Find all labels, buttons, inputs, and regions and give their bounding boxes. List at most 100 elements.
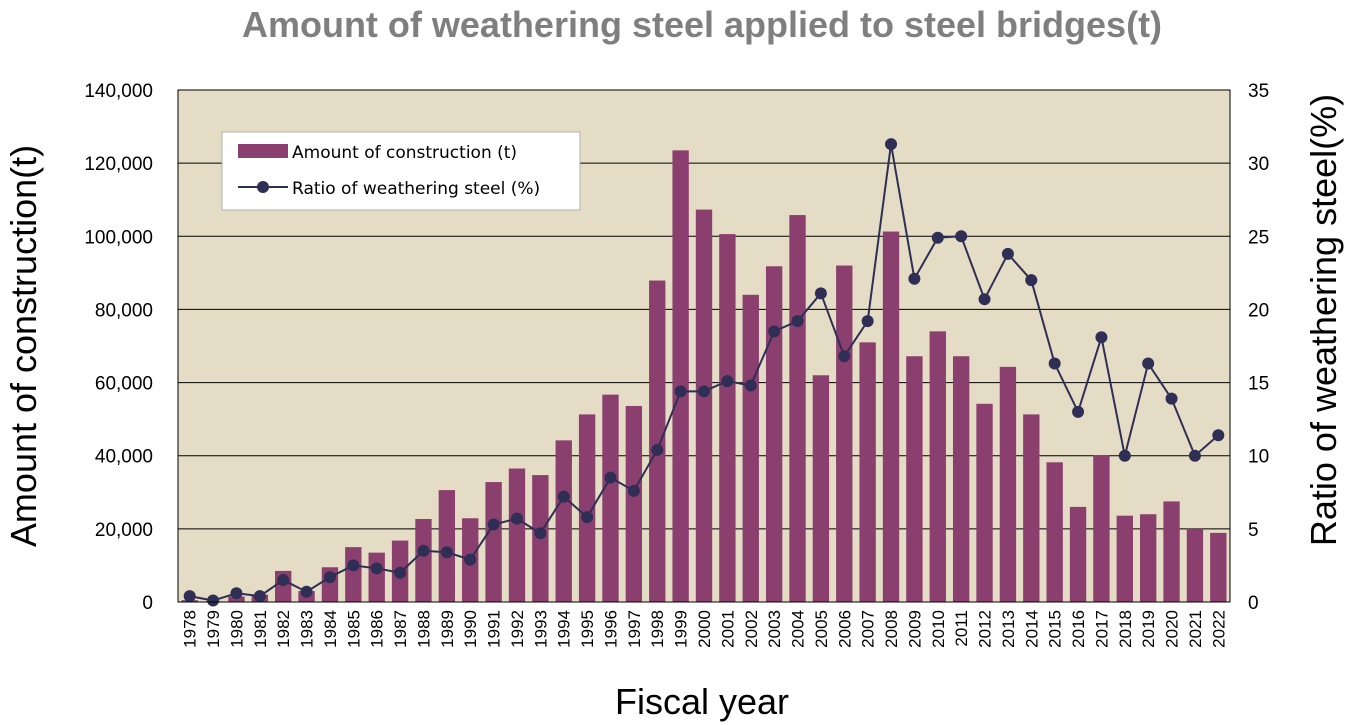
- legend: Amount of construction (t) Ratio of weat…: [221, 131, 581, 211]
- x-tick-label: 1980: [227, 610, 246, 648]
- bar: [578, 414, 596, 602]
- x-tick-label: 1989: [438, 610, 457, 648]
- x-tick-label: 1987: [391, 610, 410, 648]
- data-point: [300, 585, 313, 598]
- x-tick-label: 2014: [1022, 610, 1041, 648]
- data-point: [1025, 274, 1038, 287]
- chart-title: Amount of weathering steel applied to st…: [242, 4, 1162, 45]
- x-tick-label: 2011: [952, 610, 971, 647]
- y-axis-title: Amount of construction(t): [3, 145, 44, 547]
- x-tick-label: 1992: [508, 610, 527, 648]
- x-tick-label: 2012: [976, 610, 995, 648]
- x-tick-label: 2002: [742, 610, 761, 648]
- bar: [672, 150, 689, 603]
- y2-tick-label: 10: [1248, 447, 1269, 468]
- bar: [929, 331, 946, 602]
- bar: [859, 342, 876, 602]
- legend-line-marker: [257, 181, 269, 193]
- data-point: [1001, 247, 1014, 260]
- legend-bar-label: Amount of construction (t): [292, 143, 517, 163]
- data-point: [1095, 331, 1108, 344]
- y-tick-label: 60,000: [95, 374, 153, 395]
- data-point: [1142, 357, 1155, 370]
- x-tick-label: 2003: [765, 610, 784, 648]
- data-point: [744, 379, 757, 392]
- x-tick-label: 1982: [274, 610, 293, 648]
- bar: [1069, 506, 1087, 602]
- y-tick-label: 20,000: [95, 520, 153, 541]
- data-point: [1048, 357, 1061, 370]
- x-tick-label: 1978: [181, 610, 200, 648]
- x-tick-label: 2008: [882, 610, 901, 648]
- data-point: [791, 315, 804, 328]
- legend-line-label: Ratio of weathering steel (%): [292, 179, 540, 199]
- x-tick-label: 2000: [695, 610, 714, 648]
- y2-tick-label: 30: [1248, 154, 1269, 175]
- y2-tick-label: 35: [1248, 81, 1269, 102]
- x-tick-label: 2021: [1186, 610, 1205, 648]
- x-tick-label: 1988: [414, 610, 433, 648]
- y2-tick-label: 15: [1248, 374, 1269, 395]
- line-series: [183, 138, 1225, 607]
- data-point: [440, 546, 453, 559]
- y-tick-label: 80,000: [95, 300, 153, 321]
- bar: [649, 280, 666, 602]
- x-tick-label: 2019: [1139, 610, 1158, 648]
- data-point: [674, 385, 687, 398]
- bar: [882, 231, 900, 602]
- data-point: [1212, 429, 1225, 442]
- bar: [976, 403, 993, 602]
- bar: [345, 547, 362, 602]
- data-point: [277, 574, 290, 587]
- bar: [415, 518, 432, 602]
- x-tick-label: 2009: [905, 610, 924, 648]
- data-point: [861, 315, 874, 328]
- y2-tick-label: 5: [1248, 520, 1259, 541]
- x-tick-label: 1979: [204, 610, 223, 648]
- x-tick-label: 1985: [344, 610, 363, 648]
- data-point: [394, 566, 407, 579]
- data-point: [1188, 449, 1201, 462]
- x-tick-label: 2016: [1069, 610, 1088, 648]
- x-tick-label: 2010: [929, 610, 948, 648]
- bar: [695, 209, 713, 603]
- bar: [1093, 454, 1110, 602]
- bar: [1046, 462, 1063, 602]
- bar: [836, 265, 853, 602]
- bar-series: [181, 150, 1227, 603]
- data-point: [1118, 449, 1131, 462]
- x-tick-label: 2013: [999, 610, 1018, 648]
- x-tick-label: 2007: [859, 610, 878, 648]
- bar: [1210, 532, 1227, 602]
- x-tick-label: 2020: [1163, 610, 1182, 648]
- y-tick-label: 40,000: [95, 447, 153, 468]
- data-point: [838, 350, 851, 363]
- x-axis-title: Fiscal year: [615, 681, 789, 722]
- data-point: [931, 231, 944, 244]
- data-point: [627, 484, 640, 497]
- data-point: [604, 471, 617, 484]
- data-point: [417, 544, 430, 557]
- data-point: [464, 553, 477, 566]
- data-point: [978, 293, 991, 306]
- left-axis-ticks: 0 20,000 40,000 60,000 80,000 100,000 120,000 1…: [84, 81, 153, 614]
- data-point: [885, 138, 898, 151]
- y2-tick-label: 25: [1248, 227, 1269, 248]
- x-tick-label: 1981: [251, 610, 270, 648]
- x-tick-label: 1999: [672, 610, 691, 648]
- data-point: [768, 325, 781, 338]
- x-tick-label: 1993: [531, 610, 550, 648]
- data-point: [510, 512, 523, 525]
- x-tick-label: 1997: [625, 610, 644, 648]
- data-point: [814, 287, 827, 300]
- bar: [1116, 515, 1133, 602]
- bar: [602, 394, 619, 602]
- data-point: [323, 571, 336, 584]
- bar: [1186, 528, 1204, 602]
- y-tick-label: 0: [142, 593, 153, 614]
- x-tick-label: 2006: [835, 610, 854, 648]
- x-tick-label: 1984: [321, 610, 340, 648]
- data-point: [1165, 392, 1178, 405]
- bar: [228, 596, 245, 602]
